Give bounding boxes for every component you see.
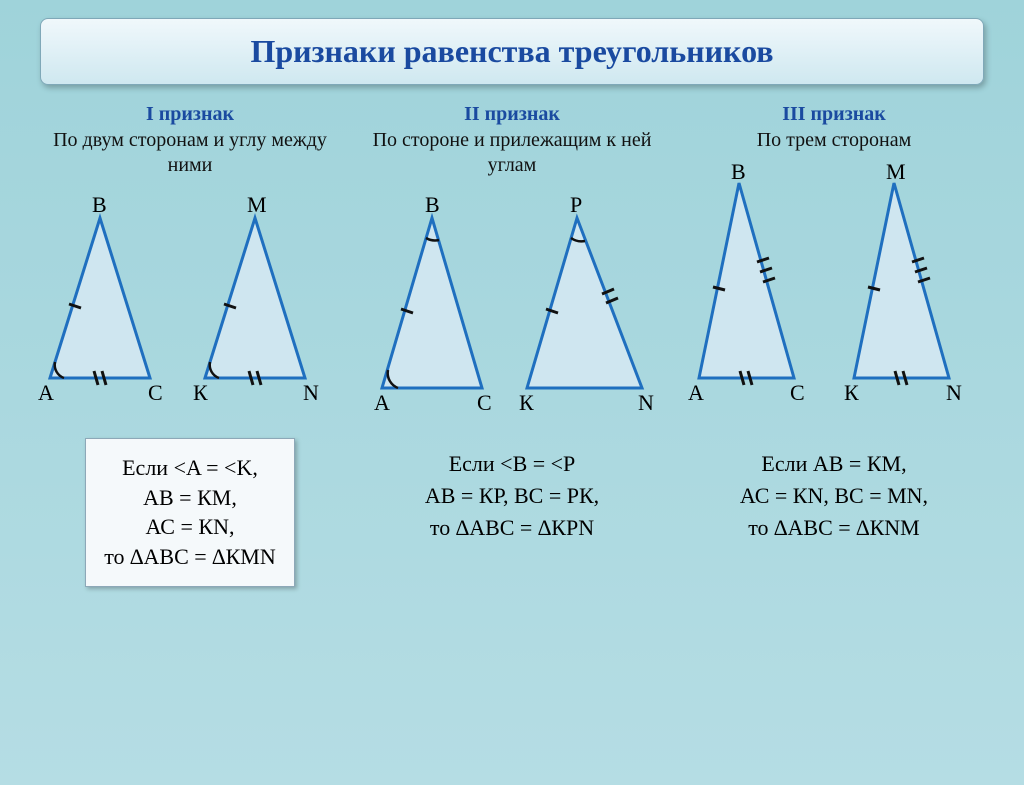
col1-diagram: A B C К M N	[30, 188, 350, 418]
title-banner: Признаки равенства треугольников	[40, 18, 984, 85]
bottom-row: Если <A = <K, АВ = КМ, АС = КN, то ∆АВС …	[0, 418, 1024, 587]
f1l1: Если <A = <K,	[104, 453, 276, 483]
f3l1: Если АВ = КМ,	[674, 448, 994, 480]
lbl-K2: К	[519, 390, 534, 416]
formula1-box: Если <A = <K, АВ = КМ, АС = КN, то ∆АВС …	[85, 438, 295, 587]
lbl-B3: В	[731, 159, 746, 185]
col3-desc: По трем сторонам	[674, 128, 994, 153]
f2l1: Если <В = <Р	[352, 448, 672, 480]
col2-svg	[352, 188, 672, 418]
bottom-2: Если <В = <Р АВ = КР, ВС = РК, то ∆АВС =…	[352, 418, 672, 544]
bottom-3: Если АВ = КМ, АС = КN, ВС = MN, то ∆АВС …	[674, 418, 994, 544]
f1l3: АС = КN,	[104, 512, 276, 542]
bottom-1: Если <A = <K, АВ = КМ, АС = КN, то ∆АВС …	[30, 418, 350, 587]
lbl-A3: А	[688, 380, 704, 406]
lbl-M1: M	[247, 192, 267, 218]
f1l4: то ∆АВС = ∆КМN	[104, 542, 276, 572]
page-title: Признаки равенства треугольников	[41, 33, 983, 70]
lbl-B1: B	[92, 192, 107, 218]
lbl-M3: М	[886, 159, 906, 185]
lbl-K3: К	[844, 380, 859, 406]
col-3: III признак По трем сторонам	[674, 103, 994, 418]
f1l2: АВ = КМ,	[104, 483, 276, 513]
f2l2: АВ = КР, ВС = РК,	[352, 480, 672, 512]
columns: I признак По двум сторонам и углу между …	[0, 85, 1024, 418]
lbl-C1: C	[148, 380, 163, 406]
lbl-A1: A	[38, 380, 54, 406]
formula2: Если <В = <Р АВ = КР, ВС = РК, то ∆АВС =…	[352, 448, 672, 544]
lbl-P2: Р	[570, 192, 582, 218]
lbl-C3: С	[790, 380, 805, 406]
lbl-C2: C	[477, 390, 492, 416]
lbl-B2: B	[425, 192, 440, 218]
f2l3: то ∆АВС = ∆КРN	[352, 512, 672, 544]
col1-svg	[30, 188, 350, 418]
col3-diagram: А В С К М N	[674, 163, 994, 413]
col3-head: III признак	[674, 103, 994, 126]
lbl-N2: N	[638, 390, 654, 416]
formula3: Если АВ = КМ, АС = КN, ВС = MN, то ∆АВС …	[674, 448, 994, 544]
f3l3: то ∆АВС = ∆КNМ	[674, 512, 994, 544]
lbl-A2: A	[374, 390, 390, 416]
lbl-N3: N	[946, 380, 962, 406]
lbl-N1: N	[303, 380, 319, 406]
col2-desc: По стороне и прилежащим к ней углам	[352, 128, 672, 178]
lbl-K1: К	[193, 380, 208, 406]
col1-desc: По двум сторонам и углу между ними	[30, 128, 350, 178]
col-1: I признак По двум сторонам и углу между …	[30, 103, 350, 418]
f3l2: АС = КN, ВС = MN,	[674, 480, 994, 512]
col1-head: I признак	[30, 103, 350, 126]
col2-diagram: A B C К Р N	[352, 188, 672, 418]
col-2: II признак По стороне и прилежащим к ней…	[352, 103, 672, 418]
col3-svg	[674, 163, 994, 413]
col2-head: II признак	[352, 103, 672, 126]
